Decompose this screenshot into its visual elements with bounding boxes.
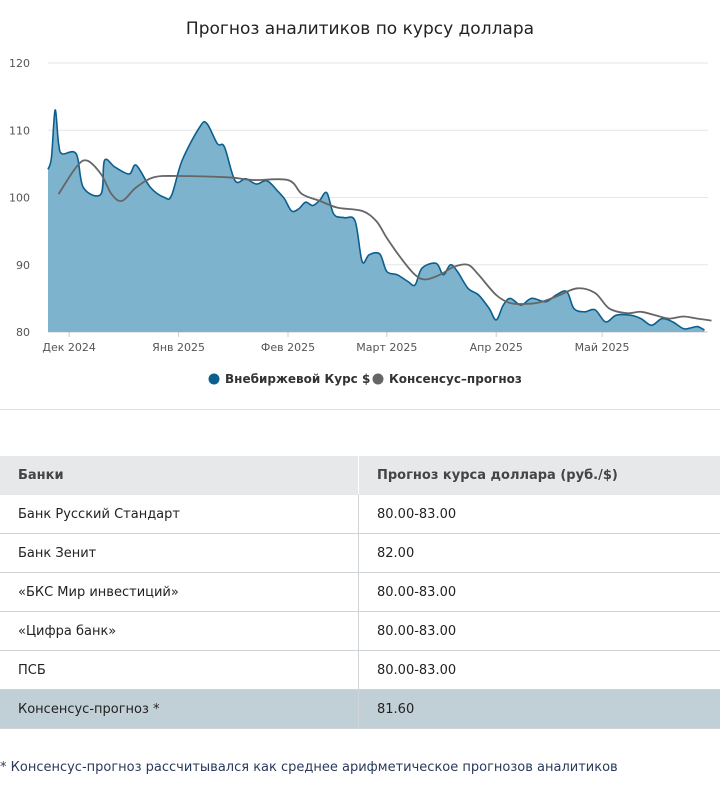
y-tick-label: 100 (9, 192, 30, 205)
table-row: ПСБ 80.00-83.00 (0, 650, 720, 690)
y-tick-label: 110 (9, 124, 30, 137)
legend-otc-label: Внебиржевой Курс $ (225, 372, 370, 386)
y-tick-label: 80 (16, 326, 30, 339)
consensus-line (57, 159, 712, 322)
legend-consensus-label: Консенсус–прогноз (389, 372, 522, 386)
legend-otc-marker (208, 373, 220, 385)
table-row: Банк Зенит 82.00 (0, 533, 720, 573)
consensus-row: Консенсус-прогноз * 81.60 (0, 689, 720, 729)
bank-name: «БКС Мир инвестиций» (0, 572, 359, 612)
y-tick-label: 90 (16, 259, 30, 272)
bank-name: ПСБ (0, 650, 359, 690)
bank-forecast: 80.00-83.00 (358, 650, 720, 690)
forecast-table: Банки Прогноз курса доллара (руб./$) Бан… (0, 456, 720, 729)
table-row: «Цифра банк» 80.00-83.00 (0, 611, 720, 651)
bank-forecast: 82.00 (358, 533, 720, 573)
x-tick-label: Май 2025 (575, 341, 630, 354)
x-tick-label: Дек 2024 (42, 341, 96, 354)
otc-rate-line (47, 109, 705, 331)
bank-forecast: 80.00-83.00 (358, 611, 720, 651)
x-tick-label: Апр 2025 (470, 341, 523, 354)
table-header-row: Банки Прогноз курса доллара (руб./$) (0, 456, 720, 495)
x-tick-label: Фев 2025 (261, 341, 315, 354)
table-row: «БКС Мир инвестиций» 80.00-83.00 (0, 572, 720, 612)
consensus-value: 81.60 (358, 689, 720, 729)
chart-divider (0, 409, 720, 410)
x-tick-label: Март 2025 (356, 341, 417, 354)
legend-consensus-marker (372, 373, 384, 385)
bank-forecast: 80.00-83.00 (358, 572, 720, 612)
footnote: * Консенсус-прогноз рассчитывался как ср… (0, 760, 618, 775)
x-tick-label: Янв 2025 (152, 341, 205, 354)
chart-title: Прогноз аналитиков по курсу доллара (186, 19, 534, 39)
header-banks: Банки (0, 456, 359, 495)
bank-forecast: 80.00-83.00 (358, 494, 720, 534)
table-row: Банк Русский Стандарт 80.00-83.00 (0, 494, 720, 534)
y-tick-label: 120 (9, 57, 30, 70)
consensus-label: Консенсус-прогноз * (0, 689, 359, 729)
otc-rate-area (48, 109, 705, 332)
bank-name: Банк Русский Стандарт (0, 494, 359, 534)
chart-svg: Прогноз аналитиков по курсу доллара 80 90 1… (9, 19, 712, 386)
chart-area: Прогноз аналитиков по курсу доллара 80 90 1… (9, 19, 712, 386)
header-forecast: Прогноз курса доллара (руб./$) (358, 456, 720, 495)
bank-name: «Цифра банк» (0, 611, 359, 651)
bank-name: Банк Зенит (0, 533, 359, 573)
